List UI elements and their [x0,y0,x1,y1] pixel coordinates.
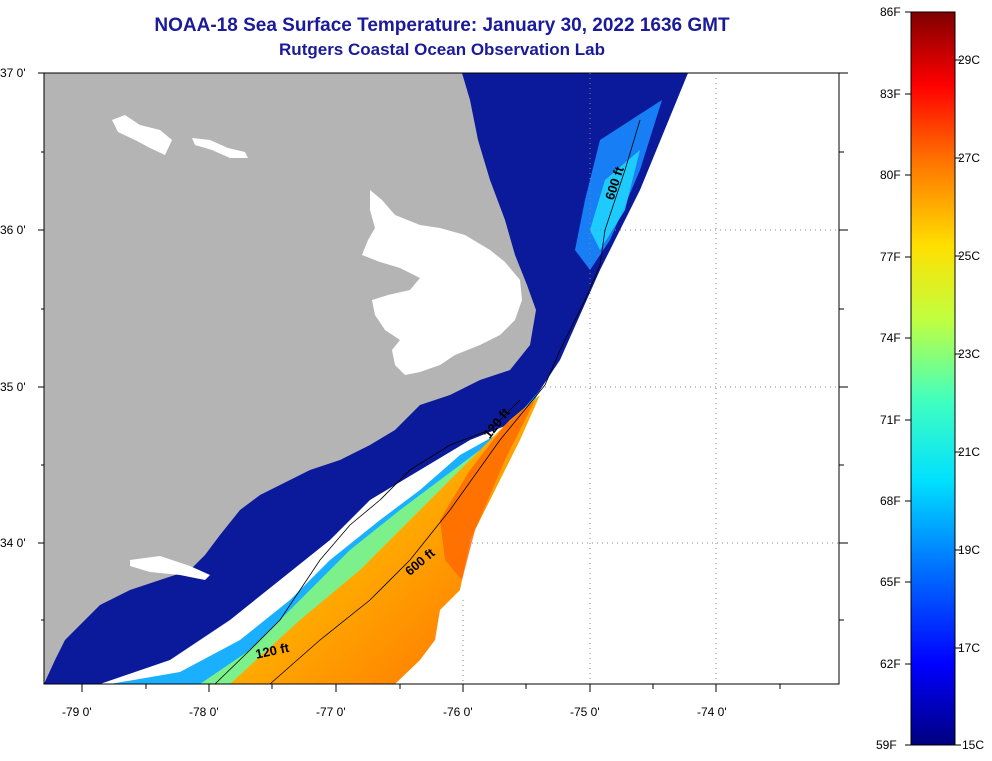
land-mass [44,73,536,684]
lon-label: -79 0' [62,705,92,719]
colorbar-ticks [905,11,961,746]
lat-label: 37 0' [0,66,26,80]
colorbar-f-label: 77F [880,250,901,264]
colorbar-f-label: 83F [880,87,901,101]
colorbar-f-label: 71F [880,413,901,427]
colorbar-c-label: 19C [958,543,981,557]
graticule [462,73,839,684]
lon-label: -75 0' [570,705,600,719]
map-subtitle: Rutgers Coastal Ocean Observation Lab [279,40,605,59]
colorbar-f-label: 86F [880,5,901,19]
lon-label: -76 0' [443,705,473,719]
colorbar [910,11,956,746]
colorbar-f-label: 62F [880,657,901,671]
isobath-contours [214,119,641,685]
inland-waterways [362,190,522,375]
lat-label: 36 0' [0,223,26,237]
lat-label: 35 0' [0,380,26,394]
lon-label: -77 0' [316,705,346,719]
coastal-strip-white [130,556,210,580]
colorbar-c-label: 27C [958,151,981,165]
river-estuary-north [112,115,172,155]
colorbar-c-label: 29C [958,53,981,67]
colorbar-c-label: 17C [958,641,981,655]
colorbar-f-label: 80F [880,168,901,182]
colorbar-f-label: 68F [880,494,901,508]
lon-label: -78 0' [189,705,219,719]
colorbar-c-label: 25C [958,249,981,263]
colorbar-f-label: 65F [880,575,901,589]
map-frame [43,72,840,685]
colorbar-c-label: 15C [962,738,985,752]
colorbar-c-label: 21C [958,445,981,459]
colorbar-f-label: 74F [880,331,901,345]
hot-water-gulf-stream [440,400,535,580]
lon-label: -74 0' [697,705,727,719]
colorbar-c-label: 23C [958,347,981,361]
axis-ticks [38,72,848,692]
map-title: NOAA-18 Sea Surface Temperature: January… [154,15,730,36]
lat-label: 34 0' [0,536,26,550]
river-estuary-north-2 [192,138,248,158]
colorbar-f-label: 59F [876,738,897,752]
green-water-south [200,420,520,684]
